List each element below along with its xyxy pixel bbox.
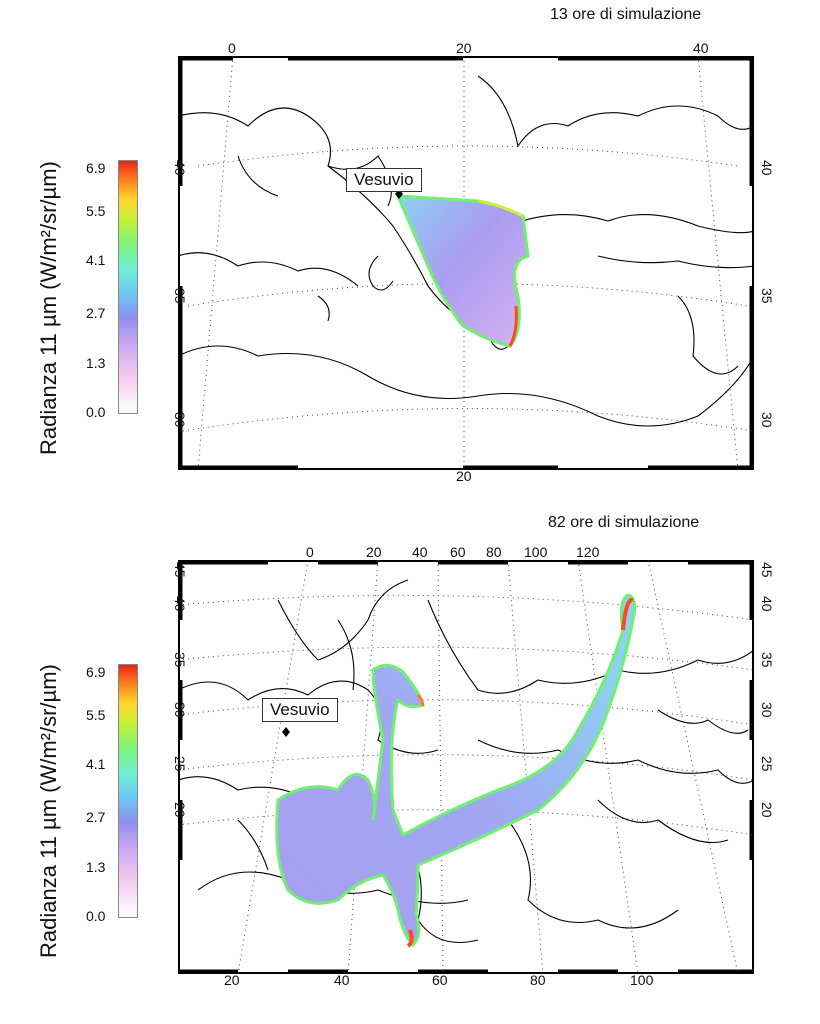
colorbar-tick: 0.0 <box>86 908 106 924</box>
lon-tick-top: 0 <box>228 40 236 56</box>
lat-tick-left: 45 <box>172 562 188 578</box>
colorbar-tick: 0.0 <box>86 404 106 420</box>
map-border <box>178 560 754 974</box>
colorbar-tick: 5.5 <box>86 203 106 219</box>
graticule <box>182 56 754 470</box>
colorbar-label: Radianza 11 µm (W/m²/sr/µm) <box>36 161 61 455</box>
lon-tick-top: 40 <box>412 544 428 560</box>
colorbar-tick: 6.9 <box>86 664 106 680</box>
colorbar-tick: 1.3 <box>86 355 106 371</box>
lon-tick-top: 100 <box>524 544 548 560</box>
colorbar <box>118 160 138 414</box>
lon-tick-top: 0 <box>306 544 314 560</box>
map-svg <box>178 560 754 974</box>
lat-tick-left: 35 <box>172 288 188 304</box>
lon-tick-top: 60 <box>450 544 466 560</box>
colorbar-label: Radianza 11 µm (W/m²/sr/µm) <box>36 664 61 958</box>
panel-title: 13 ore di simulazione <box>550 6 702 23</box>
panel-13h: 13 ore di simulazione Radianza 11 µm (W/… <box>0 0 820 500</box>
lat-tick-right: 30 <box>759 412 775 428</box>
colorbar-tick: 4.1 <box>86 756 106 772</box>
lat-tick-left: 30 <box>172 702 188 718</box>
lat-tick-right: 40 <box>759 160 775 176</box>
lat-tick-left: 25 <box>172 756 188 772</box>
lon-tick-bottom: 100 <box>630 972 654 988</box>
lon-tick-bottom: 60 <box>432 972 448 988</box>
ash-plume <box>275 593 637 948</box>
lon-tick-top: 20 <box>366 544 382 560</box>
vesuvio-label: Vesuvio <box>346 168 422 192</box>
lat-tick-left: 35 <box>172 652 188 668</box>
lon-tick-top: 80 <box>486 544 502 560</box>
lat-tick-right: 20 <box>759 802 775 818</box>
graticule <box>178 560 754 974</box>
lon-tick-top: 40 <box>693 40 709 56</box>
ash-plume-edge <box>477 199 524 218</box>
map-frame <box>178 560 754 974</box>
colorbar-tick: 2.7 <box>86 809 106 825</box>
ash-plume-edge <box>508 305 518 347</box>
panel-82h: 82 ore di simulazione Radianza 11 µm (W/… <box>0 500 820 1024</box>
colorbar-tick: 5.5 <box>86 707 106 723</box>
lon-tick-bottom: 20 <box>456 468 472 484</box>
vesuvio-label: Vesuvio <box>262 698 338 722</box>
colorbar-tick: 4.1 <box>86 252 106 268</box>
lat-tick-right: 45 <box>759 562 775 578</box>
colorbar-tick: 6.9 <box>86 160 106 176</box>
panel-title: 82 ore di simulazione <box>548 514 700 531</box>
coastlines <box>178 579 754 944</box>
vesuvio-marker <box>282 727 290 737</box>
lat-tick-right: 40 <box>759 596 775 612</box>
lon-tick-bottom: 80 <box>530 972 546 988</box>
lon-tick-top: 120 <box>576 544 600 560</box>
colorbar-tick: 2.7 <box>86 305 106 321</box>
lat-tick-left: 20 <box>172 802 188 818</box>
lat-tick-left: 40 <box>172 160 188 176</box>
lon-tick-top: 20 <box>456 40 472 56</box>
ash-plume-edge <box>621 597 634 631</box>
lat-tick-right: 30 <box>759 702 775 718</box>
lat-tick-right: 25 <box>759 756 775 772</box>
lat-tick-left: 30 <box>172 412 188 428</box>
lon-tick-bottom: 20 <box>224 972 240 988</box>
map-svg <box>178 56 754 470</box>
ash-plume-edge <box>416 694 424 707</box>
lat-tick-left: 40 <box>172 596 188 612</box>
colorbar-tick: 1.3 <box>86 859 106 875</box>
lon-tick-bottom: 40 <box>334 972 350 988</box>
lat-tick-right: 35 <box>759 652 775 668</box>
lat-tick-right: 35 <box>759 288 775 304</box>
ash-plume-edge <box>406 929 414 948</box>
map-frame <box>178 56 754 470</box>
colorbar <box>118 664 138 918</box>
